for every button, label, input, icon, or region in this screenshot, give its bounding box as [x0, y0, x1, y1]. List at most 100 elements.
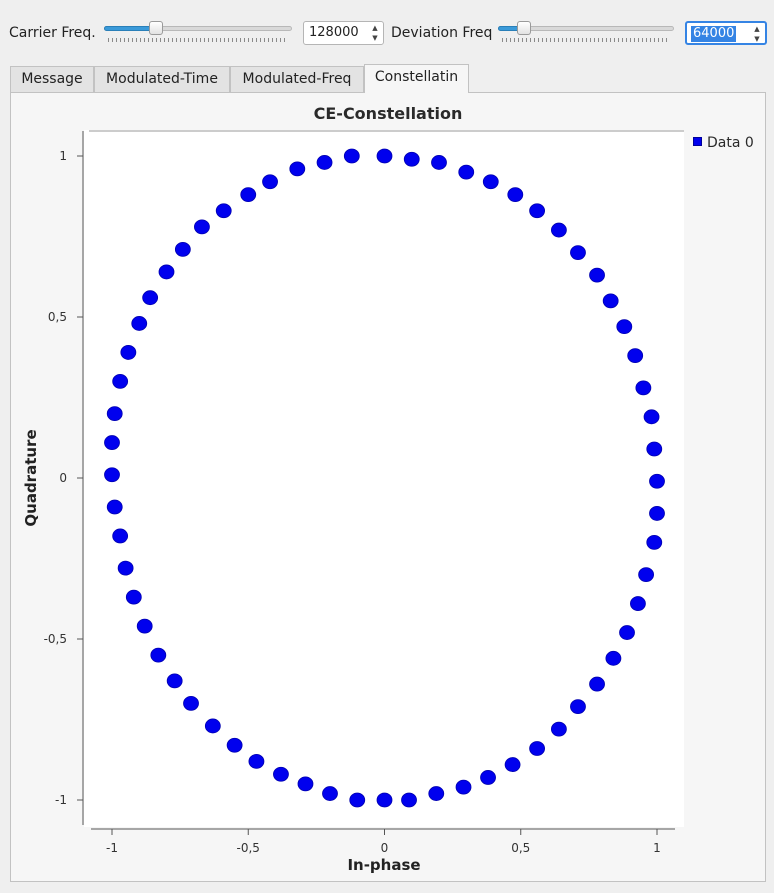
data-point: [376, 792, 393, 808]
data-point: [183, 696, 199, 711]
deviation-freq-spinbox[interactable]: 64000 ▲ ▼: [685, 21, 767, 45]
data-point: [403, 151, 420, 167]
data-point: [455, 779, 472, 795]
spin-arrows-icon[interactable]: ▲ ▼: [754, 25, 760, 43]
data-point: [458, 164, 475, 180]
data-point: [240, 187, 257, 203]
data-point: [376, 148, 393, 164]
legend: Data 0: [693, 134, 754, 152]
data-point: [649, 506, 665, 521]
data-point: [125, 589, 142, 605]
data-point: [589, 267, 605, 283]
data-point: [158, 264, 175, 280]
data-point: [166, 673, 183, 689]
slider-ticks: [108, 38, 288, 42]
data-point: [248, 753, 265, 769]
data-point: [174, 241, 191, 257]
data-point: [630, 596, 646, 611]
data-point: [142, 290, 159, 306]
data-point: [289, 161, 306, 177]
data-point: [649, 473, 665, 489]
data-point: [616, 319, 633, 335]
data-point: [150, 647, 167, 663]
x-tick-label: -1: [106, 841, 118, 855]
data-point: [262, 174, 278, 190]
deviation-freq-slider[interactable]: [498, 21, 674, 43]
y-tick-label: 0: [59, 471, 67, 485]
data-point: [638, 567, 654, 583]
data-point: [504, 757, 521, 772]
carrier-freq-value[interactable]: 128000: [309, 25, 359, 40]
y-tick-label: -1: [55, 793, 67, 807]
plot-title: CE-Constellation: [313, 104, 463, 123]
data-point: [482, 174, 499, 190]
data-point: [117, 560, 134, 576]
tab-constellation[interactable]: Constellatin: [364, 64, 469, 93]
data-point: [349, 792, 366, 808]
data-point: [194, 219, 210, 235]
data-point: [226, 737, 243, 753]
data-point: [120, 345, 137, 360]
tab-modulated-freq[interactable]: Modulated-Freq: [230, 66, 364, 92]
slider-fill: [104, 26, 155, 31]
data-point: [551, 222, 567, 238]
data-point: [322, 786, 338, 801]
data-point: [643, 409, 660, 425]
data-point: [605, 650, 622, 666]
data-point: [215, 203, 232, 219]
data-point: [131, 316, 148, 331]
x-tick-label: 0,5: [511, 841, 530, 855]
data-point: [297, 776, 314, 792]
data-point: [619, 625, 635, 640]
data-point: [106, 406, 123, 422]
data-point: [589, 676, 605, 692]
tab-modulated-time[interactable]: Modulated-Time: [94, 66, 230, 92]
deviation-freq-value[interactable]: 64000: [691, 26, 737, 42]
legend-label: Data 0: [707, 135, 754, 151]
slider-ticks: [502, 38, 670, 42]
data-point: [646, 534, 663, 550]
constellation-plot: 1 0,5 0 -0,5 -1 -1 -0,5 0 0,5 1 In-phase Quadrature: [22, 130, 684, 874]
data-point: [316, 155, 333, 170]
data-point: [112, 528, 129, 544]
data-point: [529, 203, 545, 219]
carrier-freq-label: Carrier Freq.: [9, 25, 96, 41]
x-tick-label: -0,5: [237, 841, 260, 855]
data-point: [273, 766, 289, 782]
data-point: [136, 618, 153, 634]
data-point: [104, 467, 120, 483]
data-point: [507, 187, 524, 203]
data-point: [104, 435, 120, 450]
x-tick-label: 0: [381, 841, 389, 855]
data-point: [635, 380, 652, 396]
spin-arrows-icon[interactable]: ▲ ▼: [372, 24, 378, 42]
data-point: [343, 148, 360, 164]
data-point: [204, 718, 221, 734]
data-point: [106, 499, 123, 515]
y-tick-label: -0,5: [44, 632, 67, 646]
y-tick-label: 0,5: [48, 310, 67, 324]
data-point: [570, 245, 586, 261]
data-point: [529, 741, 545, 756]
constellation-panel: CE-Constellation Data 0 1 0,5 0 -0,5 -1 -1 -0,…: [10, 92, 766, 882]
carrier-freq-slider[interactable]: [104, 21, 292, 43]
y-tick-label: 1: [59, 149, 67, 163]
data-point: [401, 792, 417, 808]
data-point: [602, 293, 619, 309]
data-point: [428, 786, 445, 801]
slider-handle[interactable]: [517, 21, 531, 35]
tab-message[interactable]: Message: [10, 66, 94, 92]
data-point: [431, 155, 447, 170]
data-point: [627, 348, 644, 364]
data-point: [570, 699, 586, 715]
data-point: [480, 770, 496, 785]
deviation-freq-label: Deviation Freq: [391, 25, 493, 41]
carrier-freq-spinbox[interactable]: 128000 ▲ ▼: [303, 21, 384, 45]
data-point: [551, 721, 567, 737]
y-axis-title: Quadrature: [22, 429, 40, 526]
x-axis-title: In-phase: [347, 856, 420, 874]
data-point: [646, 441, 663, 457]
x-tick-label: 1: [653, 841, 661, 855]
legend-swatch: [693, 137, 702, 146]
slider-handle[interactable]: [149, 21, 163, 35]
